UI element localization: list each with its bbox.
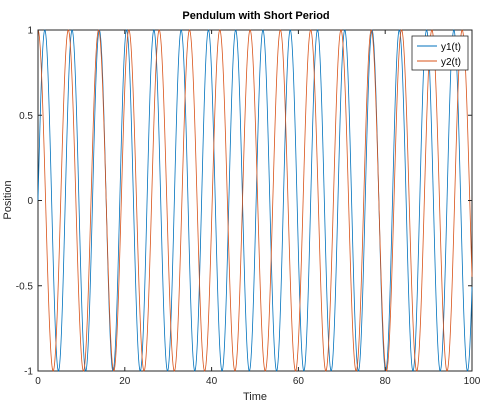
y-axis-label: Position <box>2 180 14 219</box>
x-tick-label: 80 <box>380 376 392 387</box>
x-tick-label: 0 <box>35 376 41 387</box>
x-tick-label: 100 <box>464 376 481 387</box>
y-tick-label: 1 <box>27 26 33 37</box>
x-axis-label: Time <box>243 391 267 403</box>
y-tick-label: -1 <box>24 367 33 378</box>
y-tick-label: 0 <box>27 196 33 207</box>
x-tick-label: 60 <box>293 376 305 387</box>
x-tick-label: 40 <box>206 376 218 387</box>
ticks-layer: 0 20 40 60 80 100 -1 -0.5 0 0.5 1 <box>16 26 481 388</box>
series-line-2 <box>37 29 473 372</box>
axes-box <box>37 29 473 372</box>
x-tick-label: 20 <box>119 376 131 387</box>
legend-label-y2: y2(t) <box>441 57 461 68</box>
series-line-1 <box>37 29 473 372</box>
chart-title: Pendulum with Short Period <box>182 10 329 22</box>
y-tick-label: 0.5 <box>19 111 33 122</box>
legend-label-y1: y1(t) <box>441 42 461 53</box>
y-tick-label: -0.5 <box>16 281 34 292</box>
legend-box <box>411 35 469 71</box>
series-layer <box>37 29 473 372</box>
legend: y1(t) y2(t) <box>411 35 469 71</box>
plot-area <box>37 29 473 372</box>
